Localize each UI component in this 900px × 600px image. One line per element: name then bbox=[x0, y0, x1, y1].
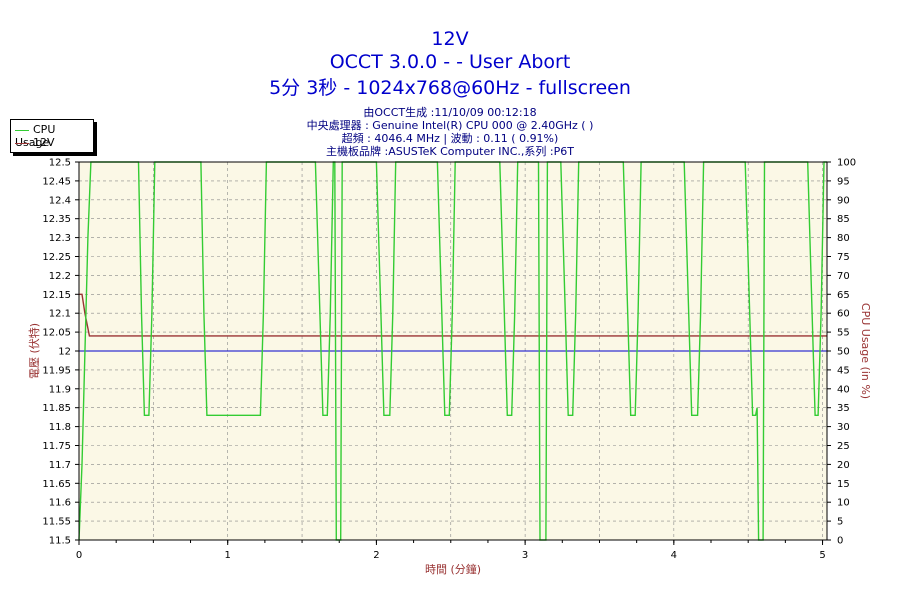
y-right-tick-label: 90 bbox=[837, 195, 850, 206]
y-right-tick-label: 40 bbox=[837, 384, 850, 395]
y-right-tick-label: 55 bbox=[837, 328, 850, 339]
y-right-tick-label: 10 bbox=[837, 498, 850, 509]
chart-subtitle-1: OCCT 3.0.0 - - User Abort bbox=[329, 51, 571, 73]
y-tick-label: 11.95 bbox=[42, 365, 71, 376]
y-tick-label: 12.05 bbox=[42, 328, 71, 339]
legend-item-12v: 12V bbox=[15, 136, 55, 149]
legend-label-cpu: CPU Usage bbox=[15, 123, 56, 149]
y-tick-label: 11.9 bbox=[49, 384, 71, 395]
y-tick-label: 11.55 bbox=[42, 517, 71, 528]
y-tick-label: 12.3 bbox=[49, 233, 71, 244]
x-tick-label: 5 bbox=[819, 550, 825, 561]
y-tick-label: 11.8 bbox=[49, 422, 71, 433]
y-tick-label: 11.65 bbox=[42, 479, 71, 490]
y-axis-label: 電壓 (伏特) bbox=[27, 323, 41, 379]
x-tick-label: 3 bbox=[522, 550, 528, 561]
y-right-tick-label: 25 bbox=[837, 441, 850, 452]
y-right-tick-label: 85 bbox=[837, 214, 850, 225]
y-tick-label: 11.7 bbox=[49, 460, 71, 471]
chart-subtitle-2: 5分 3秒 - 1024x768@60Hz - fullscreen bbox=[269, 77, 631, 99]
y-right-tick-label: 30 bbox=[837, 422, 850, 433]
y-right-tick-label: 70 bbox=[837, 271, 850, 282]
y-tick-label: 11.75 bbox=[42, 441, 71, 452]
y-tick-label: 11.5 bbox=[49, 536, 71, 547]
y-right-tick-label: 75 bbox=[837, 252, 850, 263]
y-right-tick-label: 100 bbox=[837, 158, 856, 169]
y-right-tick-label: 15 bbox=[837, 479, 850, 490]
x-tick-label: 0 bbox=[76, 550, 82, 561]
y-tick-label: 11.6 bbox=[49, 498, 71, 509]
chart-title: 12V bbox=[431, 28, 469, 50]
y-right-tick-label: 95 bbox=[837, 176, 850, 187]
y-tick-label: 12.5 bbox=[49, 158, 71, 169]
y-right-tick-label: 20 bbox=[837, 460, 850, 471]
x-axis-label: 時間 (分鐘) bbox=[425, 562, 481, 576]
legend-item-cpu: CPU Usage bbox=[15, 123, 93, 149]
info-generated: 由OCCT生成 :11/10/09 00:12:18 bbox=[363, 106, 537, 119]
y-tick-label: 12.35 bbox=[42, 214, 71, 225]
info-cpu: 中央處理器 : Genuine Intel(R) CPU 000 @ 2.40G… bbox=[306, 119, 594, 132]
plot-frame bbox=[78, 161, 828, 541]
y-right-tick-label: 60 bbox=[837, 309, 850, 320]
y-tick-label: 12.25 bbox=[42, 252, 71, 263]
chart-legend: CPU Usage 12V bbox=[10, 119, 94, 153]
y-right-tick-label: 0 bbox=[837, 536, 843, 547]
y-right-tick-label: 65 bbox=[837, 290, 850, 301]
y-right-tick-label: 5 bbox=[837, 517, 843, 528]
series-line-cpu-usage bbox=[78, 161, 827, 541]
info-motherboard: 主機板品牌 :ASUSTeK Computer INC.,系列 :P6T bbox=[326, 145, 574, 158]
legend-swatch-cpu bbox=[15, 129, 29, 131]
y-tick-label: 12.1 bbox=[49, 309, 71, 320]
y-right-tick-label: 50 bbox=[837, 347, 850, 358]
x-tick-label: 1 bbox=[225, 550, 231, 561]
y-right-tick-label: 80 bbox=[837, 233, 850, 244]
y-right-axis-label: CPU Usage (in %) bbox=[859, 303, 872, 399]
y-right-tick-label: 35 bbox=[837, 403, 850, 414]
x-tick-label: 2 bbox=[373, 550, 379, 561]
y-tick-label: 12.2 bbox=[49, 271, 71, 282]
x-tick-label: 4 bbox=[671, 550, 677, 561]
y-tick-label: 12.4 bbox=[49, 195, 71, 206]
legend-swatch-12v bbox=[15, 142, 29, 144]
y-right-tick-label: 45 bbox=[837, 365, 850, 376]
y-tick-label: 12.15 bbox=[42, 290, 71, 301]
info-overclock: 超頻 : 4046.4 MHz | 波動 : 0.11 ( 0.91%) bbox=[341, 132, 559, 145]
y-tick-label: 11.85 bbox=[42, 403, 71, 414]
legend-label-12v: 12V bbox=[33, 136, 55, 149]
y-tick-label: 12.45 bbox=[42, 176, 71, 187]
y-tick-label: 12 bbox=[58, 347, 71, 358]
